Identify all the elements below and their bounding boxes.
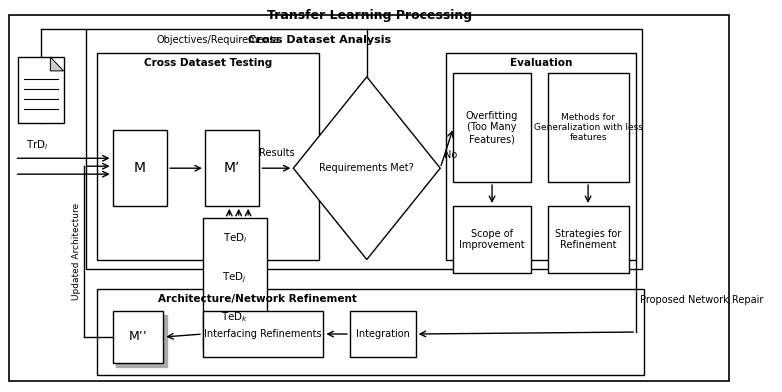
Text: Objectives/Requirements: Objectives/Requirements [156,35,279,45]
Text: Scope of
Improvement: Scope of Improvement [459,229,525,250]
Text: TeD$_i$: TeD$_i$ [223,231,247,245]
Text: TrD$_i$: TrD$_i$ [26,138,48,152]
FancyBboxPatch shape [203,218,267,349]
Text: M’’: M’’ [128,330,147,343]
Text: No: No [444,150,457,160]
FancyBboxPatch shape [454,73,531,182]
Text: M: M [134,161,145,175]
FancyBboxPatch shape [9,15,730,381]
FancyBboxPatch shape [98,53,319,260]
FancyBboxPatch shape [203,311,324,357]
Text: Proposed Network Repair: Proposed Network Repair [640,295,763,305]
FancyBboxPatch shape [547,206,629,274]
Text: Overfitting
(Too Many
Features): Overfitting (Too Many Features) [466,111,518,144]
Text: Architecture/Network Refinement: Architecture/Network Refinement [158,294,357,304]
Text: TeD$_j$: TeD$_j$ [223,270,247,285]
FancyBboxPatch shape [446,53,636,260]
FancyBboxPatch shape [18,57,63,123]
Text: Interfacing Refinements: Interfacing Refinements [204,329,322,339]
FancyBboxPatch shape [98,289,644,375]
Text: Cross Dataset Testing: Cross Dataset Testing [144,58,272,68]
FancyBboxPatch shape [205,131,260,206]
FancyBboxPatch shape [86,29,642,269]
Text: Evaluation: Evaluation [510,58,572,68]
FancyBboxPatch shape [117,315,167,367]
FancyBboxPatch shape [113,311,163,363]
Text: TeD$_k$: TeD$_k$ [221,310,249,324]
FancyBboxPatch shape [547,73,629,182]
Text: Strategies for
Refinement: Strategies for Refinement [555,229,621,250]
Text: M’: M’ [224,161,240,175]
FancyBboxPatch shape [454,206,531,274]
Polygon shape [50,57,63,71]
Polygon shape [293,77,440,260]
Text: Methods for
Generalization with less
features: Methods for Generalization with less fea… [533,113,643,142]
Text: Updated Architecture: Updated Architecture [72,203,81,300]
Text: Integration: Integration [356,329,410,339]
Text: Cross Dataset Analysis: Cross Dataset Analysis [248,35,391,45]
FancyBboxPatch shape [113,131,167,206]
Text: Transfer Learning Processing: Transfer Learning Processing [267,9,472,22]
Text: Results: Results [259,148,294,158]
FancyBboxPatch shape [350,311,416,357]
Text: Requirements Met?: Requirements Met? [319,163,414,173]
